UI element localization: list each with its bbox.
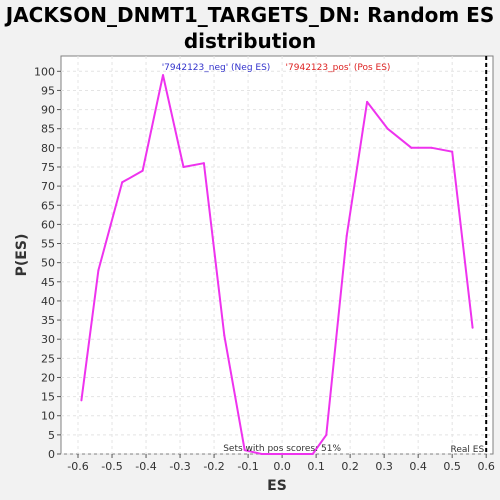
data-point [301,453,304,455]
legend-neg: '7942123_neg' (Neg ES) [162,63,271,73]
data-point [223,334,226,337]
data-point [281,453,284,455]
x-tick-label: 0.2 [341,460,359,473]
y-tick-label: 100 [34,65,55,78]
x-tick-label: -0.4 [135,460,156,473]
y-tick-label: 70 [41,180,55,193]
data-point [141,169,144,172]
y-tick-label: 0 [48,448,55,461]
y-tick-label: 60 [41,218,55,231]
y-tick-label: 75 [41,161,55,174]
y-tick-label: 45 [41,276,55,289]
data-point [451,150,454,153]
x-tick-label: -0.6 [67,460,88,473]
data-point [202,162,205,165]
axes: -0.6 -0.5 -0.4 -0.3 -0.2 -0.1 0.0 0.1 0.2 0.3 0.4 0… [34,65,495,473]
data-point [386,127,389,130]
y-tick-label: 40 [41,295,55,308]
x-tick-label: 0.5 [443,460,461,473]
x-tick-label: -0.1 [237,460,258,473]
y-tick-label: 10 [41,410,55,423]
data-point [243,449,246,452]
data-point [182,165,185,168]
real-es-label: Real ES [451,445,485,455]
data-point [325,433,328,436]
pos-score-annotation: Sets with pos scores: 51% [223,444,341,454]
x-tick-label: 0.3 [375,460,393,473]
y-tick-label: 20 [41,371,55,384]
x-tick-label: 0.6 [477,460,495,473]
grid-lines [61,56,493,455]
data-point [430,146,433,149]
data-point [80,399,83,402]
x-tick-label: 0.0 [273,460,291,473]
x-tick-label: -0.3 [169,460,190,473]
data-point [162,74,165,77]
y-tick-label: 85 [41,123,55,136]
y-tick-label: 65 [41,199,55,212]
y-tick-label: 35 [41,314,55,327]
x-tick-label: -0.2 [203,460,224,473]
x-tick-label: 0.4 [409,460,427,473]
y-tick-label: 95 [41,84,55,97]
y-tick-label: 80 [41,142,55,155]
y-axis-label: P(ES) [14,234,30,277]
y-tick-label: 55 [41,238,55,251]
y-tick-label: 5 [48,429,55,442]
y-tick-label: 50 [41,257,55,270]
x-axis-label: ES [267,478,287,494]
y-tick-label: 90 [41,104,55,117]
x-tick-label: -0.5 [101,460,122,473]
x-tick-label: 0.1 [307,460,325,473]
plot-area [60,55,494,455]
annotations: Real ES Sets with pos scores: 51% '7942123… [162,56,488,455]
y-tick-label: 15 [41,391,55,404]
data-point [366,100,369,103]
legend-pos: '7942123_pos' (Pos ES) [286,63,391,73]
y-tick-label: 30 [41,333,55,346]
data-point [345,234,348,237]
data-point [260,453,263,455]
data-point [121,181,124,184]
y-tick-label: 25 [41,352,55,365]
data-point [97,269,100,272]
data-point [410,146,413,149]
data-point [311,453,314,455]
data-point [471,326,474,329]
chart-title: JACKSON_DNMT1_TARGETS_DN: Random ES dist… [5,3,495,53]
data-series [80,74,474,455]
